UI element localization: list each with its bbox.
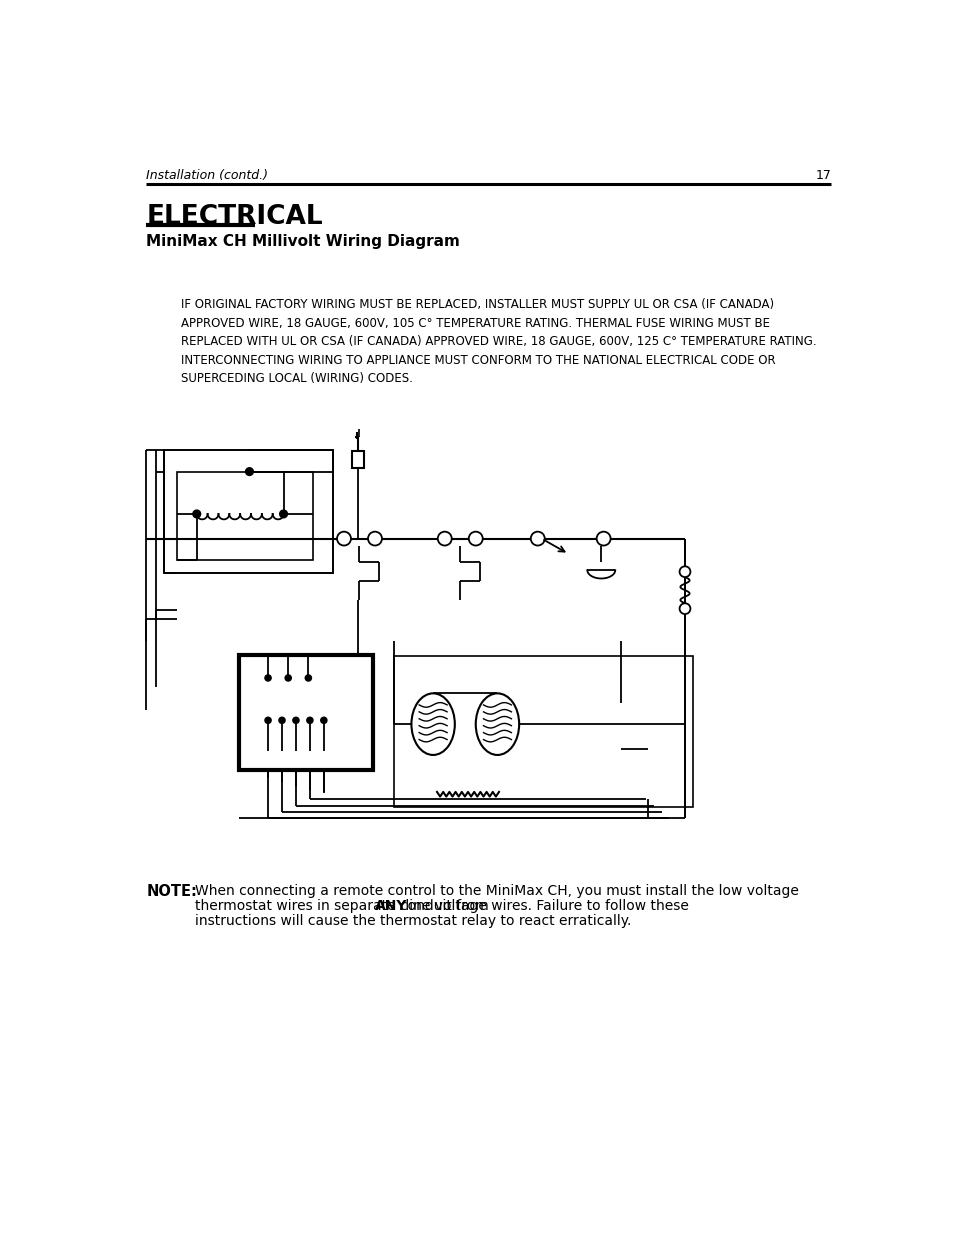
Bar bbox=[239, 655, 373, 771]
Circle shape bbox=[679, 603, 690, 614]
Circle shape bbox=[265, 718, 271, 724]
Circle shape bbox=[245, 468, 253, 475]
Bar bbox=[164, 450, 333, 573]
Circle shape bbox=[468, 531, 482, 546]
Text: ANY: ANY bbox=[375, 899, 407, 913]
Circle shape bbox=[618, 716, 624, 722]
Circle shape bbox=[437, 531, 452, 546]
Circle shape bbox=[336, 531, 351, 546]
Bar bbox=[599, 703, 673, 799]
Text: thermostat wires in separate conduit from: thermostat wires in separate conduit fro… bbox=[195, 899, 493, 913]
Bar bbox=[352, 451, 364, 468]
Circle shape bbox=[279, 510, 287, 517]
Text: line voltage wires. Failure to follow these: line voltage wires. Failure to follow th… bbox=[400, 899, 688, 913]
Text: 17: 17 bbox=[815, 169, 831, 182]
Circle shape bbox=[618, 776, 624, 782]
Circle shape bbox=[430, 693, 436, 699]
Circle shape bbox=[530, 531, 544, 546]
Circle shape bbox=[596, 531, 610, 546]
Ellipse shape bbox=[476, 693, 518, 755]
Circle shape bbox=[265, 674, 271, 680]
Circle shape bbox=[278, 718, 285, 724]
Circle shape bbox=[285, 674, 291, 680]
Circle shape bbox=[307, 718, 313, 724]
Text: When connecting a remote control to the MiniMax CH, you must install the low vol: When connecting a remote control to the … bbox=[195, 883, 799, 898]
Circle shape bbox=[644, 716, 650, 722]
Text: Installation (contd.): Installation (contd.) bbox=[146, 169, 268, 182]
Text: ELECTRICAL: ELECTRICAL bbox=[146, 204, 323, 230]
Circle shape bbox=[320, 718, 327, 724]
Circle shape bbox=[618, 746, 624, 752]
Circle shape bbox=[293, 718, 298, 724]
Circle shape bbox=[430, 750, 436, 756]
Circle shape bbox=[305, 674, 311, 680]
Bar bbox=[177, 472, 313, 561]
Circle shape bbox=[368, 531, 381, 546]
Circle shape bbox=[644, 746, 650, 752]
Bar bbox=[394, 656, 692, 806]
Circle shape bbox=[494, 693, 500, 699]
Text: NOTE:: NOTE: bbox=[146, 883, 197, 899]
Circle shape bbox=[644, 776, 650, 782]
Circle shape bbox=[193, 510, 200, 517]
Text: MiniMax CH Millivolt Wiring Diagram: MiniMax CH Millivolt Wiring Diagram bbox=[146, 235, 459, 249]
Circle shape bbox=[494, 750, 500, 756]
Circle shape bbox=[679, 567, 690, 577]
Ellipse shape bbox=[411, 693, 455, 755]
Text: instructions will cause the thermostat relay to react erratically.: instructions will cause the thermostat r… bbox=[195, 914, 631, 929]
Text: IF ORIGINAL FACTORY WIRING MUST BE REPLACED, INSTALLER MUST SUPPLY UL OR CSA (IF: IF ORIGINAL FACTORY WIRING MUST BE REPLA… bbox=[181, 299, 816, 385]
